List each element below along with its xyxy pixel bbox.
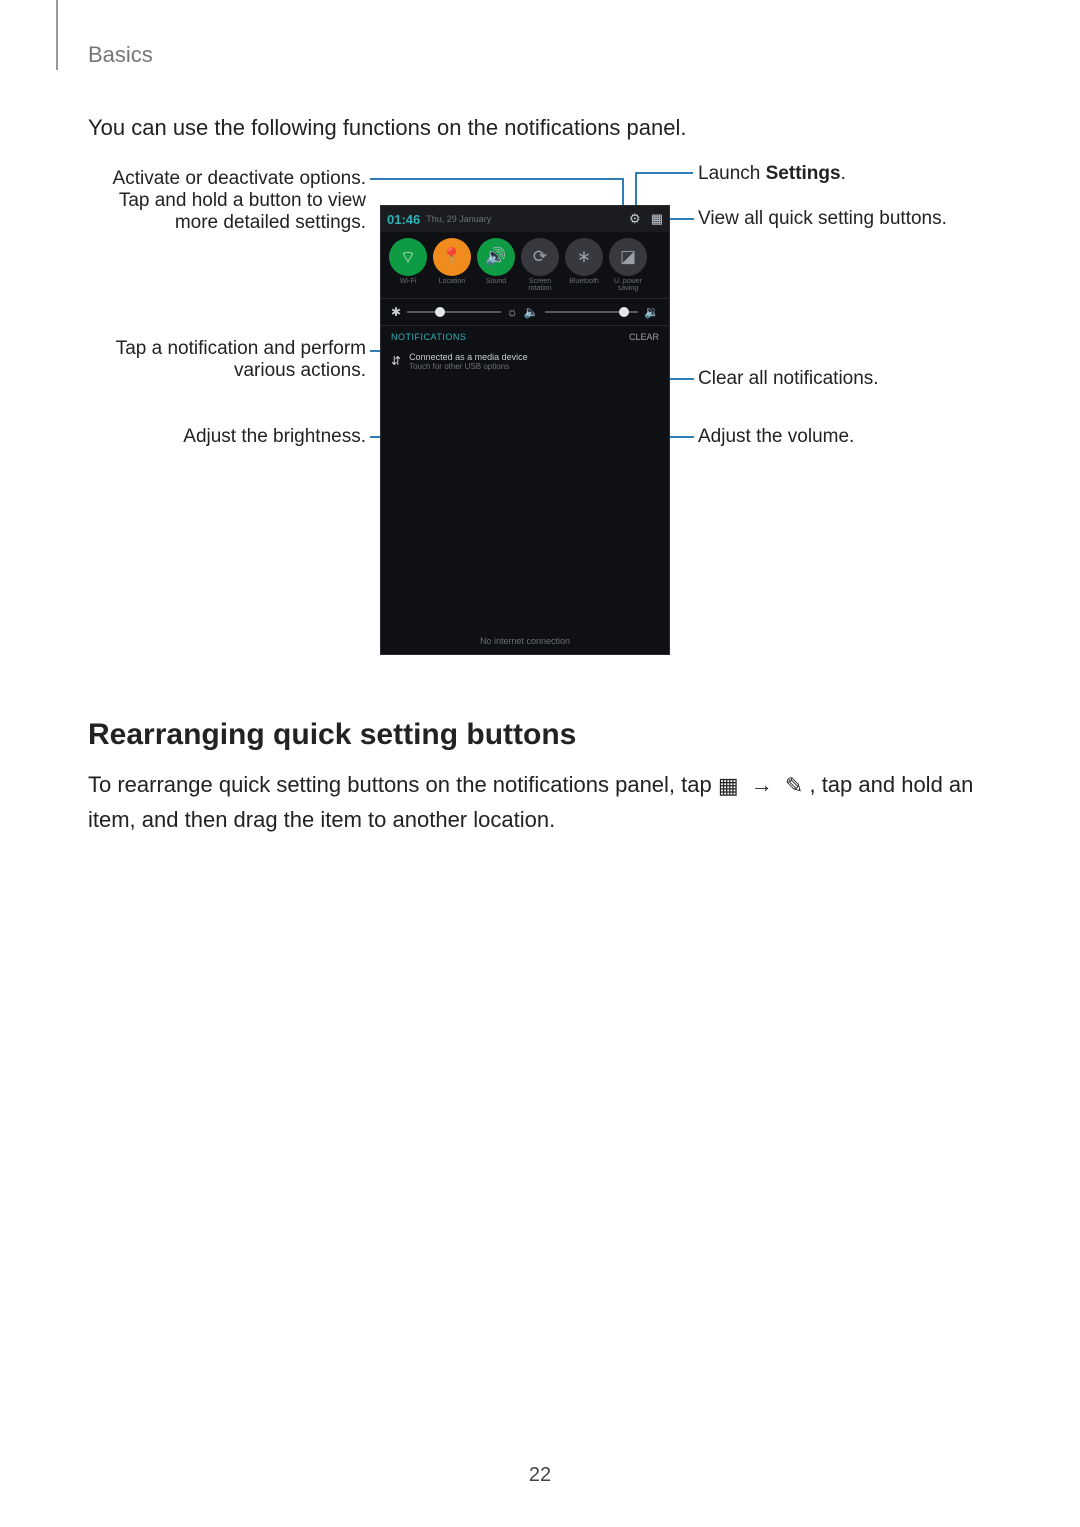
leader-activate-top	[370, 178, 622, 180]
volume-slider[interactable]	[545, 311, 639, 313]
grid-icon[interactable]: ▦	[651, 211, 663, 227]
date-text: Thu, 29 January	[426, 214, 491, 224]
quick-location-button[interactable]: 📍	[433, 238, 471, 276]
page-number: 22	[0, 1464, 1080, 1487]
quick-screen-rotation-button[interactable]: ⟳	[521, 238, 559, 276]
callout-view-all: View all quick setting buttons.	[698, 208, 947, 230]
section-heading: Rearranging quick setting buttons	[88, 718, 576, 752]
phone-mock: 01:46 Thu, 29 January ⚙ ▦ ⌔📍🔊⟳∗◪ Wi-Fi Lo…	[380, 205, 670, 655]
launch-settings-pre: Launch	[698, 163, 766, 184]
brightness-slider[interactable]	[407, 311, 501, 313]
quick-u-power-saving-label: U. power saving	[609, 278, 647, 292]
quick-wi-fi-label: Wi-Fi	[389, 278, 427, 292]
brightness-low-icon: ✱	[391, 305, 401, 319]
quick-sound-button[interactable]: 🔊	[477, 238, 515, 276]
clear-button[interactable]: CLEAR	[629, 332, 659, 342]
leader-activate-v	[622, 178, 624, 205]
breadcrumb: Basics	[88, 42, 153, 68]
phone-footer-text: No internet connection	[381, 636, 669, 646]
notification-subtitle: Touch for other USB options	[409, 362, 528, 371]
notification-header: NOTIFICATIONS CLEAR	[381, 326, 669, 348]
quick-sound-label: Sound	[477, 278, 515, 292]
quick-settings-row: ⌔📍🔊⟳∗◪	[381, 232, 669, 278]
leader-grid-h	[668, 218, 694, 220]
notifications-diagram: Activate or deactivate options. Tap and …	[0, 150, 1080, 690]
pencil-inline-icon: ✎	[785, 769, 803, 803]
intro-text: You can use the following functions on t…	[88, 115, 687, 141]
section-paragraph: To rearrange quick setting buttons on th…	[88, 768, 990, 837]
volume-thumb[interactable]	[619, 307, 629, 317]
quick-bluetooth-label: Bluetooth	[565, 278, 603, 292]
phone-topbar: 01:46 Thu, 29 January ⚙ ▦	[381, 206, 669, 232]
notification-item[interactable]: ⇵ Connected as a media device Touch for …	[381, 348, 669, 379]
para-part1: To rearrange quick setting buttons on th…	[88, 772, 718, 797]
notification-header-label: NOTIFICATIONS	[391, 332, 466, 342]
callout-activate: Activate or deactivate options. Tap and …	[88, 168, 366, 234]
arrow-icon: →	[751, 772, 773, 797]
sliders-row: ✱ ☼ 🔈 🔉	[381, 298, 669, 326]
header-rule	[56, 0, 58, 70]
callout-volume: Adjust the volume.	[698, 426, 854, 448]
brightness-thumb[interactable]	[435, 307, 445, 317]
volume-low-icon: 🔈	[524, 305, 539, 319]
leader-gear-h	[635, 172, 693, 174]
leader-gear-v	[635, 172, 637, 205]
quick-settings-labels: Wi-Fi Location Sound Screen rotation Bluetoo…	[381, 278, 669, 298]
usb-icon: ⇵	[391, 354, 401, 368]
callout-clear: Clear all notifications.	[698, 368, 879, 390]
clock-text: 01:46	[387, 212, 420, 227]
grid-inline-icon: ▦	[718, 769, 739, 803]
callout-notification: Tap a notification and perform various a…	[88, 338, 366, 382]
notification-body: Connected as a media device Touch for ot…	[409, 352, 528, 371]
callout-launch-settings: Launch Settings.	[698, 163, 846, 185]
quick-wi-fi-button[interactable]: ⌔	[389, 238, 427, 276]
quick-u-power-saving-button[interactable]: ◪	[609, 238, 647, 276]
quick-location-label: Location	[433, 278, 471, 292]
launch-settings-bold: Settings	[766, 163, 841, 184]
launch-settings-post: .	[841, 163, 846, 184]
callout-brightness: Adjust the brightness.	[88, 426, 366, 448]
brightness-high-icon: ☼	[507, 305, 518, 319]
volume-high-icon: 🔉	[644, 305, 659, 319]
quick-screen-rotation-label: Screen rotation	[521, 278, 559, 292]
gear-icon[interactable]: ⚙	[629, 211, 641, 227]
notification-title: Connected as a media device	[409, 352, 528, 362]
quick-bluetooth-button[interactable]: ∗	[565, 238, 603, 276]
